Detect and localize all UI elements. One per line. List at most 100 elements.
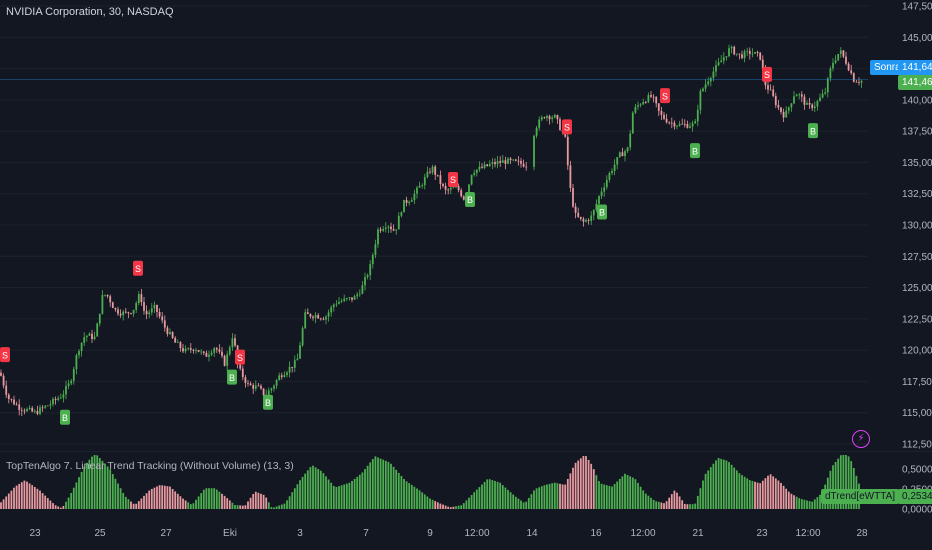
candle-body[interactable] [603, 187, 606, 192]
candle-body[interactable] [23, 410, 26, 412]
candle-body[interactable] [624, 151, 626, 157]
candle-body[interactable] [494, 162, 496, 165]
candle-body[interactable] [163, 320, 166, 328]
candle-body[interactable] [39, 407, 41, 414]
candle-body[interactable] [741, 54, 743, 59]
candle-body[interactable] [504, 160, 507, 164]
candle-body[interactable] [358, 293, 361, 295]
candle-body[interactable] [335, 303, 338, 305]
candle-body[interactable] [423, 177, 426, 186]
candle-body[interactable] [803, 96, 806, 105]
candle-body[interactable] [371, 254, 374, 265]
candle-body[interactable] [793, 96, 795, 104]
candle-body[interactable] [273, 385, 275, 389]
candle-body[interactable] [41, 407, 44, 409]
candle-body[interactable] [631, 112, 634, 134]
candle-body[interactable] [540, 117, 543, 120]
candle-body[interactable] [93, 336, 96, 340]
candle-body[interactable] [663, 114, 665, 119]
candle-body[interactable] [644, 102, 647, 103]
candle-body[interactable] [769, 89, 772, 91]
candle-body[interactable] [247, 382, 249, 384]
candle-body[interactable] [676, 125, 678, 127]
candle-body[interactable] [722, 57, 725, 61]
candle-body[interactable] [816, 101, 819, 107]
candle-body[interactable] [176, 342, 179, 344]
candle-body[interactable] [488, 164, 491, 167]
buy-signal[interactable]: B [465, 191, 475, 207]
candle-body[interactable] [13, 399, 15, 405]
candle-body[interactable] [842, 50, 845, 57]
buy-signal[interactable]: B [263, 394, 273, 410]
candle-body[interactable] [546, 116, 548, 118]
candle-body[interactable] [699, 90, 702, 110]
candle-body[interactable] [312, 316, 314, 318]
candle-body[interactable] [806, 102, 808, 105]
candle-body[interactable] [210, 352, 213, 355]
candle-body[interactable] [249, 383, 252, 386]
candle-body[interactable] [130, 313, 132, 314]
candle-body[interactable] [49, 404, 52, 406]
candle-body[interactable] [309, 313, 312, 317]
candle-body[interactable] [10, 398, 13, 400]
candle-body[interactable] [452, 187, 455, 189]
candle-body[interactable] [486, 164, 489, 167]
candle-body[interactable] [5, 385, 8, 395]
candle-body[interactable] [431, 166, 434, 173]
candle-body[interactable] [356, 294, 359, 297]
candle-body[interactable] [826, 78, 829, 93]
candle-body[interactable] [811, 104, 814, 109]
candle-body[interactable] [512, 159, 515, 161]
candle-body[interactable] [754, 51, 756, 54]
candle-body[interactable] [587, 219, 590, 221]
candle-body[interactable] [221, 351, 223, 356]
candle-body[interactable] [616, 157, 619, 165]
candle-body[interactable] [338, 301, 340, 304]
candle-body[interactable] [114, 308, 117, 310]
candle-body[interactable] [31, 407, 34, 412]
price-axis[interactable]: 147,50145,00142,50140,00137,50135,00132,… [902, 2, 932, 451]
candle-body[interactable] [132, 309, 135, 314]
candle-body[interactable] [101, 295, 104, 314]
candle-body[interactable] [468, 184, 470, 197]
candle-body[interactable] [787, 107, 790, 111]
candle-body[interactable] [780, 107, 782, 112]
candle-body[interactable] [642, 102, 645, 105]
candle-body[interactable] [330, 307, 333, 313]
candle-body[interactable] [538, 119, 541, 128]
lightning-icon[interactable]: ⚡ [852, 430, 870, 448]
candle-body[interactable] [122, 311, 125, 316]
candle-body[interactable] [767, 85, 769, 90]
candle-body[interactable] [559, 119, 561, 131]
candle-body[interactable] [600, 191, 603, 197]
candle-body[interactable] [715, 65, 717, 72]
candle-body[interactable] [621, 152, 624, 157]
candle-body[interactable] [106, 294, 109, 297]
candle-body[interactable] [691, 123, 694, 127]
candle-body[interactable] [551, 117, 554, 120]
candle-body[interactable] [759, 52, 762, 60]
candle-body[interactable] [153, 304, 156, 309]
candle-body[interactable] [410, 200, 413, 202]
candle-body[interactable] [650, 95, 652, 97]
candle-body[interactable] [7, 394, 10, 399]
candle-body[interactable] [514, 159, 517, 161]
candle-body[interactable] [517, 160, 520, 162]
candle-body[interactable] [813, 106, 816, 109]
candle-body[interactable] [218, 349, 221, 352]
candle-body[interactable] [377, 229, 379, 245]
candle-body[interactable] [54, 398, 57, 400]
candle-body[interactable] [96, 323, 99, 337]
candle-body[interactable] [689, 126, 691, 128]
candle-body[interactable] [748, 50, 751, 54]
sell-signal[interactable]: S [660, 88, 670, 104]
candle-body[interactable] [457, 185, 460, 191]
candle-body[interactable] [254, 385, 257, 389]
candle-body[interactable] [421, 185, 424, 186]
candle-body[interactable] [618, 152, 621, 158]
buy-signal[interactable]: B [60, 409, 70, 425]
candle-body[interactable] [660, 110, 663, 115]
candle-body[interactable] [241, 368, 244, 378]
candle-body[interactable] [143, 302, 145, 311]
